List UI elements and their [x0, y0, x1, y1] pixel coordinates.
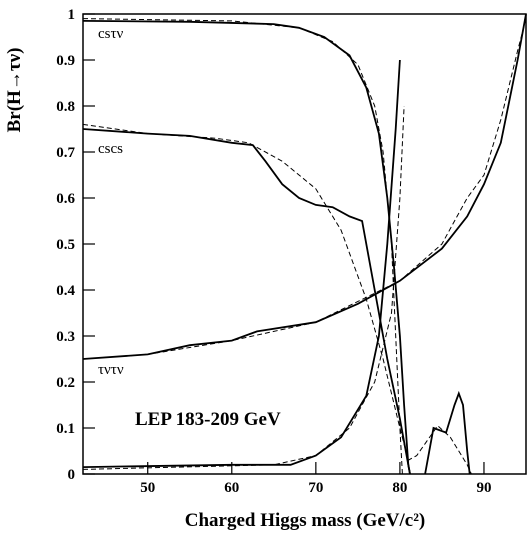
y-tick-label: 0.1	[56, 421, 75, 437]
x-tick-label: 80	[392, 480, 407, 496]
curve	[82, 18, 527, 360]
curve	[82, 13, 527, 360]
plot-frame	[82, 13, 527, 475]
y-tick-label: 0.3	[56, 329, 75, 345]
annotation: LEP 183-209 GeV	[135, 409, 281, 430]
x-axis-label: Charged Higgs mass (GeV/c²)	[185, 510, 426, 531]
x-tick-label: 50	[140, 480, 155, 496]
y-axis-label: Br(H→τν)	[4, 48, 25, 133]
curve	[82, 105, 405, 470]
y-tick-label: 0.9	[56, 53, 75, 69]
y-tick-label: 0.7	[56, 145, 75, 161]
x-tick-label: 60	[224, 480, 239, 496]
y-tick-label: 1	[68, 7, 76, 23]
annotation: csτν	[98, 26, 124, 42]
annotation: τντν	[98, 362, 124, 378]
curve	[82, 123, 472, 475]
curve	[82, 18, 403, 475]
y-tick-label: 0.4	[56, 283, 75, 299]
curve	[424, 390, 471, 475]
curve	[82, 128, 411, 475]
curve	[82, 59, 401, 468]
x-tick-label: 70	[308, 480, 323, 496]
y-tick-label: 0.6	[56, 191, 75, 207]
curve	[82, 20, 411, 475]
y-tick-label: 0.5	[56, 237, 75, 253]
y-tick-label: 0	[68, 467, 76, 483]
annotation: cscs	[98, 141, 123, 157]
x-tick-label: 90	[476, 480, 491, 496]
y-tick-label: 0.2	[56, 375, 75, 391]
y-tick-label: 0.8	[56, 99, 75, 115]
